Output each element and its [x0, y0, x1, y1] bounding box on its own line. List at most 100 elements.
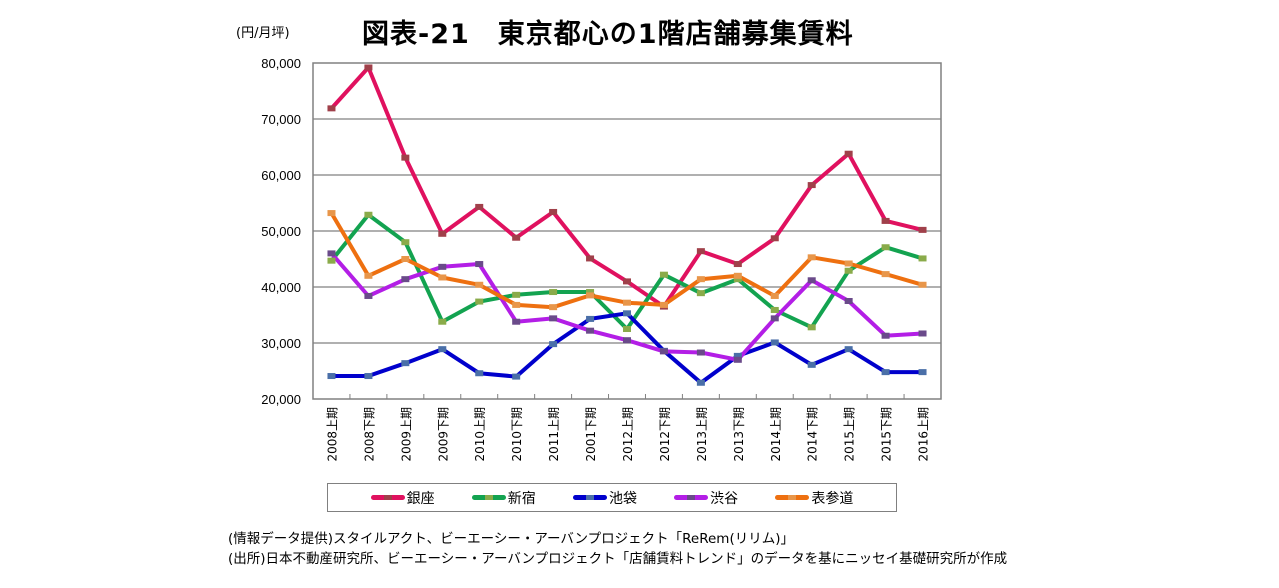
- data-point-4-6: [549, 304, 558, 311]
- data-point-2-2: [401, 360, 410, 367]
- legend-label: 表参道: [811, 490, 854, 507]
- data-point-3-15: [881, 332, 890, 339]
- x-tick-label: 2008上期: [325, 407, 339, 462]
- data-point-1-15: [881, 244, 890, 251]
- footnote-origin: (出所)日本不動産研究所、ビーエーシー・アーバンプロジェクト「店舗賃料トレンド」…: [228, 551, 1008, 567]
- legend-marker: [383, 495, 392, 500]
- data-point-2-14: [844, 346, 853, 353]
- data-point-0-13: [807, 182, 816, 189]
- data-point-2-6: [549, 341, 558, 348]
- data-point-0-10: [696, 248, 705, 255]
- data-point-1-6: [549, 289, 558, 296]
- y-tick-label: 30,000: [261, 336, 301, 351]
- data-point-2-3: [438, 346, 447, 353]
- data-point-0-0: [327, 105, 336, 112]
- data-point-0-11: [733, 261, 742, 268]
- data-point-4-16: [918, 281, 927, 288]
- legend-swatch: [674, 495, 709, 500]
- y-tick-label: 20,000: [261, 392, 301, 407]
- x-tick-label: 2014下期: [806, 407, 820, 462]
- x-tick-label: 2008下期: [362, 407, 376, 462]
- data-point-1-12: [770, 306, 779, 313]
- data-point-4-0: [327, 210, 336, 217]
- data-point-4-8: [623, 299, 631, 306]
- legend-label: 池袋: [608, 490, 637, 507]
- data-point-4-13: [807, 254, 816, 261]
- data-point-1-5: [512, 291, 521, 298]
- data-point-4-12: [770, 292, 779, 299]
- x-tick-label: 2012下期: [658, 407, 672, 462]
- legend-label: 渋谷: [710, 490, 739, 507]
- data-point-2-16: [918, 369, 927, 376]
- data-point-3-11: [733, 356, 742, 363]
- x-tick-label: 2013上期: [695, 407, 709, 462]
- data-point-1-3: [438, 318, 447, 325]
- data-point-0-3: [438, 230, 447, 237]
- legend-marker: [585, 495, 594, 500]
- data-point-0-1: [364, 64, 373, 71]
- x-tick-label: 2010上期: [473, 407, 487, 462]
- legend-swatch: [572, 495, 607, 500]
- legend-swatch: [471, 495, 506, 500]
- footnote-data-source: (情報データ提供)スタイルアクト、ビーエーシー・アーバンプロジェクト「ReRem…: [228, 531, 794, 547]
- data-point-2-15: [881, 369, 890, 376]
- data-point-3-13: [807, 277, 816, 284]
- data-point-2-10: [696, 379, 705, 386]
- series-line-2: [331, 311, 923, 385]
- data-point-4-14: [844, 260, 853, 267]
- data-point-3-0: [327, 250, 336, 257]
- x-tick-label: 2010下期: [510, 407, 524, 462]
- data-point-3-2: [401, 276, 410, 283]
- data-point-0-4: [475, 203, 484, 210]
- data-point-3-16: [918, 330, 927, 337]
- data-point-3-4: [475, 261, 484, 268]
- data-point-1-13: [807, 324, 816, 331]
- data-point-2-12: [770, 339, 779, 346]
- data-point-1-2: [401, 239, 410, 246]
- data-point-3-3: [438, 263, 447, 270]
- legend-item: 銀座: [370, 488, 435, 508]
- data-point-1-11: [733, 276, 742, 283]
- data-point-1-8: [623, 326, 631, 332]
- x-tick-label: 2001下期: [584, 407, 598, 462]
- x-tick-label: 2015上期: [843, 407, 857, 462]
- data-point-2-8: [623, 310, 631, 317]
- data-point-3-10: [696, 349, 705, 356]
- data-point-2-1: [364, 373, 373, 380]
- data-point-0-2: [401, 154, 410, 161]
- legend-marker: [687, 495, 696, 500]
- legend-swatch: [775, 495, 810, 500]
- y-axis-unit-label: (円/月坪): [236, 26, 290, 41]
- data-point-0-7: [586, 255, 595, 262]
- data-point-1-9: [659, 271, 668, 278]
- x-tick-label: 2009下期: [436, 407, 450, 462]
- x-tick-label: 2014上期: [769, 407, 783, 462]
- chart-legend: 銀座 新宿 池袋 渋谷 表参道: [327, 483, 897, 512]
- data-point-0-16: [918, 226, 927, 233]
- data-point-2-7: [586, 315, 595, 322]
- data-point-2-4: [475, 370, 484, 377]
- data-point-0-14: [844, 150, 853, 157]
- data-point-4-3: [438, 274, 447, 281]
- data-point-0-6: [549, 208, 558, 215]
- y-tick-label: 80,000: [261, 56, 301, 71]
- legend-swatch: [370, 495, 405, 500]
- data-point-0-12: [770, 235, 779, 242]
- data-point-1-0: [327, 257, 336, 264]
- data-point-0-5: [512, 234, 521, 241]
- data-point-4-15: [881, 271, 890, 278]
- y-tick-label: 70,000: [261, 112, 301, 127]
- chart-title: 図表-21 東京都心の1階店舗募集賃料: [362, 19, 854, 50]
- data-point-2-5: [512, 373, 521, 380]
- legend-label: 銀座: [406, 490, 435, 507]
- x-tick-label: 2012上期: [621, 407, 635, 462]
- data-point-3-14: [844, 298, 853, 304]
- data-point-3-7: [586, 327, 595, 334]
- y-tick-label: 50,000: [261, 224, 301, 239]
- data-point-3-1: [364, 292, 373, 299]
- legend-marker: [788, 495, 797, 500]
- data-point-2-13: [807, 361, 816, 368]
- data-point-4-7: [586, 292, 595, 299]
- data-point-0-8: [623, 278, 631, 285]
